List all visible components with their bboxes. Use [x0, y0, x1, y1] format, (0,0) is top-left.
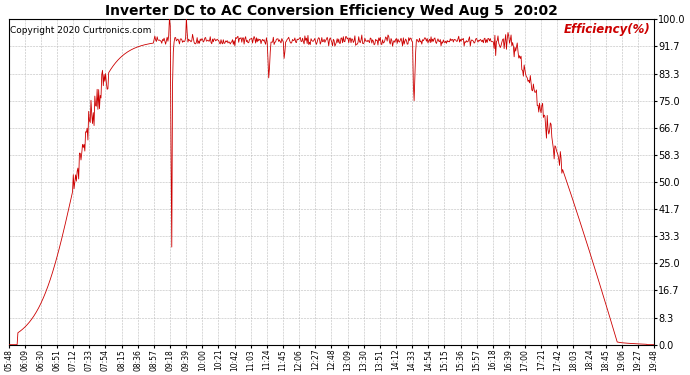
Text: Copyright 2020 Curtronics.com: Copyright 2020 Curtronics.com — [10, 26, 151, 35]
Text: Efficiency(%): Efficiency(%) — [564, 22, 651, 36]
Title: Inverter DC to AC Conversion Efficiency Wed Aug 5  20:02: Inverter DC to AC Conversion Efficiency … — [105, 4, 558, 18]
